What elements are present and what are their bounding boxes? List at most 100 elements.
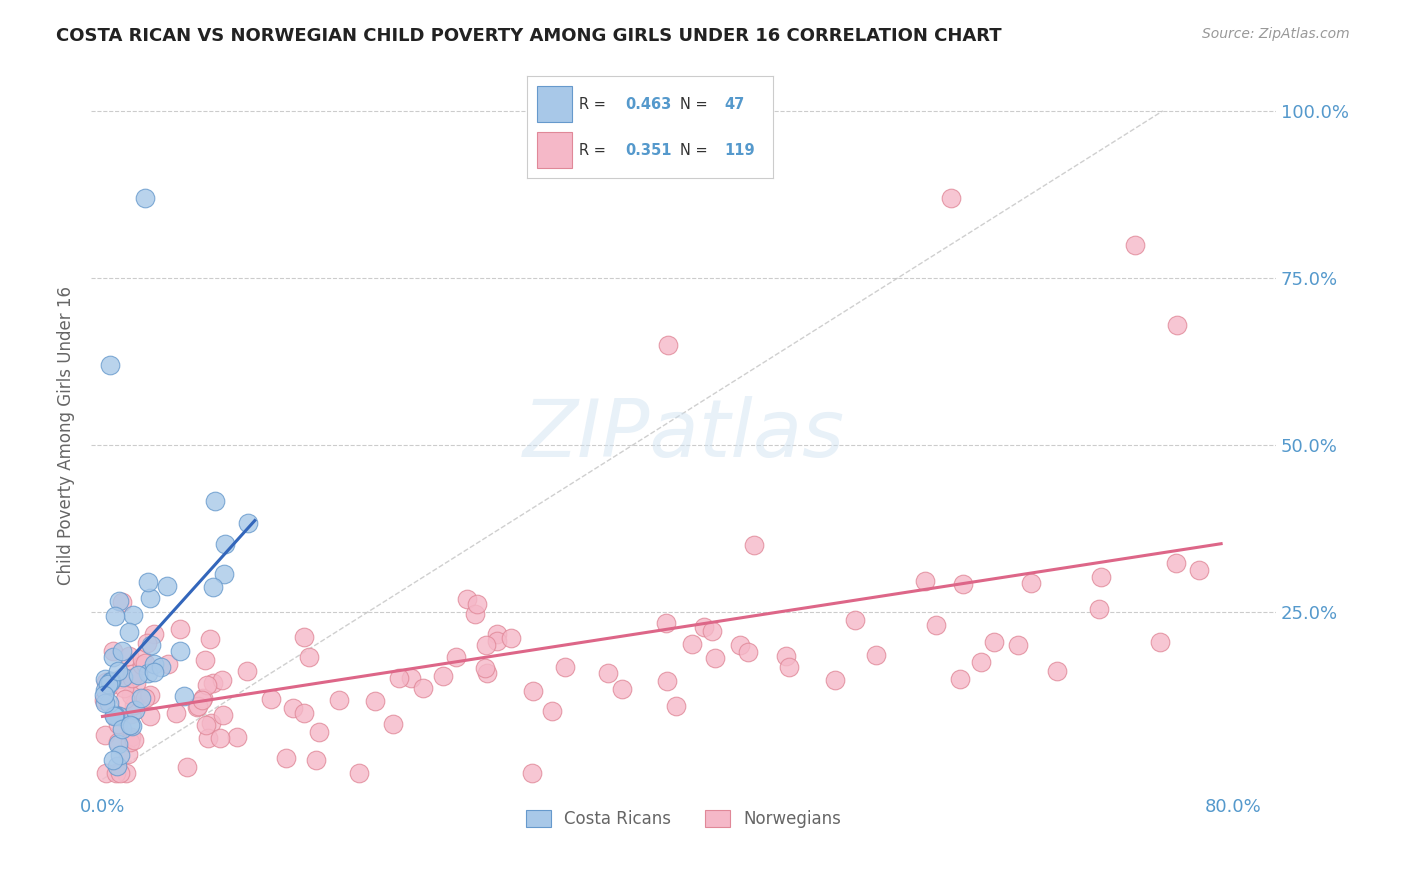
Point — [657, 673, 679, 688]
Point — [432, 669, 454, 683]
Point — [139, 688, 162, 702]
Text: N =: N = — [681, 96, 707, 112]
Point — [118, 735, 141, 749]
Point — [139, 709, 162, 723]
Point — [1088, 602, 1111, 616]
Point — [120, 718, 142, 732]
Point — [127, 667, 149, 681]
Point — [104, 609, 127, 624]
Point — [211, 708, 233, 723]
Point — [195, 678, 218, 692]
Point — [94, 675, 117, 690]
Point — [292, 631, 315, 645]
Text: 119: 119 — [724, 143, 755, 158]
Point — [382, 717, 405, 731]
Point — [120, 730, 142, 744]
Point — [118, 624, 141, 639]
Point — [347, 765, 370, 780]
Point — [165, 706, 187, 720]
Point — [236, 665, 259, 679]
Point — [191, 693, 214, 707]
Point — [202, 580, 225, 594]
Point — [98, 696, 121, 710]
Point — [186, 700, 208, 714]
Point — [121, 671, 143, 685]
Point — [328, 693, 350, 707]
Point — [778, 660, 800, 674]
Text: COSTA RICAN VS NORWEGIAN CHILD POVERTY AMONG GIRLS UNDER 16 CORRELATION CHART: COSTA RICAN VS NORWEGIAN CHILD POVERTY A… — [56, 27, 1002, 45]
Point — [281, 700, 304, 714]
Point — [1007, 638, 1029, 652]
Point — [94, 673, 117, 687]
Point — [93, 693, 115, 707]
Point — [94, 696, 117, 710]
Point — [456, 592, 478, 607]
Bar — [537, 87, 571, 122]
Point — [657, 338, 679, 352]
Point — [156, 579, 179, 593]
Point — [475, 638, 498, 652]
Point — [952, 576, 974, 591]
Point — [949, 672, 972, 686]
Text: 0.351: 0.351 — [626, 143, 672, 158]
Point — [501, 631, 523, 645]
Point — [737, 644, 759, 658]
Point — [121, 608, 143, 623]
Point — [107, 664, 129, 678]
Point — [124, 703, 146, 717]
Point — [120, 706, 142, 721]
Point — [204, 494, 226, 508]
Point — [193, 690, 215, 705]
Point — [274, 750, 297, 764]
Point — [194, 718, 217, 732]
Point — [173, 689, 195, 703]
Point — [388, 671, 411, 685]
Point — [474, 661, 496, 675]
Point — [700, 624, 723, 638]
Point — [96, 765, 118, 780]
Point — [824, 673, 846, 688]
Point — [143, 665, 166, 679]
Point — [105, 758, 128, 772]
Text: ZIPatlas: ZIPatlas — [523, 396, 845, 474]
Point — [134, 690, 156, 705]
Text: 0.463: 0.463 — [626, 96, 672, 112]
Point — [98, 358, 121, 372]
Point — [693, 620, 716, 634]
Point — [194, 653, 217, 667]
Y-axis label: Child Poverty Among Girls Under 16: Child Poverty Among Girls Under 16 — [58, 285, 75, 584]
Point — [108, 765, 131, 780]
Point — [101, 649, 124, 664]
Text: R =: R = — [579, 96, 606, 112]
Point — [121, 719, 143, 733]
Point — [176, 760, 198, 774]
Point — [305, 753, 328, 767]
Point — [703, 650, 725, 665]
Point — [120, 688, 142, 702]
Point — [131, 652, 153, 666]
Text: N =: N = — [681, 143, 707, 158]
Point — [97, 679, 120, 693]
Point — [103, 707, 125, 722]
Point — [111, 722, 134, 736]
Point — [108, 672, 131, 686]
Point — [1090, 570, 1112, 584]
Point — [107, 737, 129, 751]
Point — [292, 706, 315, 721]
Point — [131, 658, 153, 673]
Point — [260, 691, 283, 706]
Point — [150, 660, 173, 674]
Point — [554, 660, 576, 674]
Point — [214, 537, 236, 551]
Point — [211, 673, 233, 688]
Point — [136, 575, 159, 590]
Point — [93, 688, 115, 702]
Point — [939, 191, 962, 205]
Point — [925, 618, 948, 632]
Point — [139, 591, 162, 605]
Point — [486, 634, 509, 648]
Point — [1166, 556, 1188, 570]
Point — [143, 657, 166, 671]
Point — [125, 676, 148, 690]
Point — [103, 644, 125, 658]
